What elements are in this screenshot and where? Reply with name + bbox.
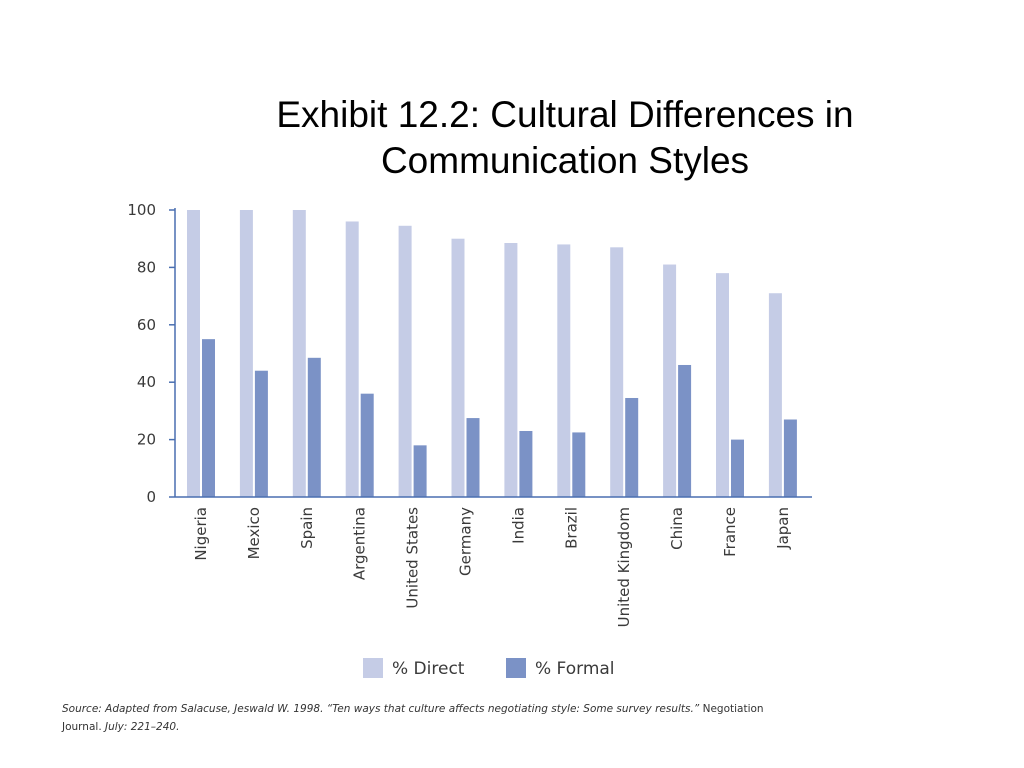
bar-direct-mexico [239, 210, 253, 497]
source-journal: Negotiation Journal. [62, 703, 764, 733]
x-tick-label: China [668, 507, 686, 550]
bar-direct-japan [768, 293, 782, 497]
bar-formal-brazil [572, 432, 586, 497]
bar-direct-india [504, 243, 518, 497]
bar-direct-china [663, 264, 677, 497]
chart-title: Exhibit 12.2: Cultural Differences in Co… [276, 94, 854, 181]
y-tick-label: 0 [146, 488, 156, 506]
source-pages: July: 221–240. [101, 721, 180, 733]
x-tick-label: Germany [457, 507, 475, 576]
x-tick-label: Argentina [351, 507, 369, 580]
bar-direct-france [716, 273, 729, 497]
bar-formal-united-states [413, 445, 427, 497]
bar-direct-germany [451, 238, 465, 497]
bar-formal-germany [466, 418, 480, 497]
x-tick-label: Mexico [245, 507, 263, 559]
legend-swatch-direct [363, 658, 383, 678]
axes-layer [169, 208, 812, 498]
x-tick-label: United States [404, 507, 422, 609]
bar-direct-nigeria [187, 210, 200, 497]
bars-layer [187, 210, 797, 498]
bar-direct-brazil [557, 244, 571, 497]
x-tick-label: Spain [298, 507, 316, 549]
y-tick-label: 80 [137, 258, 156, 276]
x-tick-label: Nigeria [192, 507, 210, 561]
bar-formal-united-kingdom [625, 397, 639, 497]
y-tick-label: 20 [137, 431, 156, 449]
y-tick-label: 40 [137, 373, 156, 391]
bar-formal-india [519, 430, 533, 497]
bar-formal-france [731, 439, 744, 497]
bar-formal-japan [783, 419, 797, 497]
legend-swatch-formal [506, 658, 526, 678]
x-tick-label: France [721, 507, 739, 557]
legend-label-formal: % Formal [535, 659, 615, 679]
source-citation: Source: Adapted from Salacuse, Jeswald W… [62, 703, 700, 715]
bar-formal-nigeria [202, 339, 215, 497]
bar-direct-argentina [345, 221, 359, 498]
x-tick-label: Brazil [562, 507, 580, 549]
bar-formal-argentina [360, 393, 374, 497]
legend-label-direct: % Direct [392, 659, 465, 679]
y-tick-label: 100 [127, 201, 156, 219]
bar-formal-spain [307, 357, 321, 497]
bar-formal-china [678, 364, 692, 497]
x-tick-label: India [509, 507, 527, 544]
x-tick-label: Japan [774, 507, 792, 550]
y-tick-label: 60 [137, 316, 156, 334]
bar-direct-spain [292, 210, 306, 497]
source-note: Source: Adapted from Salacuse, Jeswald W… [62, 700, 782, 736]
legend: % Direct % Formal [363, 658, 615, 679]
labels-layer: Nigeria Mexico Spain Argentina United States… [127, 201, 792, 627]
bar-formal-mexico [254, 370, 268, 497]
bar-direct-united-kingdom [610, 247, 624, 497]
x-tick-label: United Kingdom [615, 507, 633, 627]
bar-direct-united-states [398, 225, 412, 497]
